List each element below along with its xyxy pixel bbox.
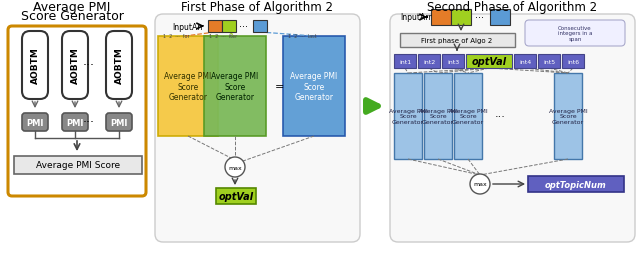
Bar: [222, 21, 236, 33]
Bar: [253, 21, 267, 33]
FancyBboxPatch shape: [106, 32, 132, 100]
Text: Score Generator: Score Generator: [20, 10, 124, 23]
FancyBboxPatch shape: [62, 114, 88, 132]
FancyBboxPatch shape: [155, 15, 360, 242]
Bar: [424, 74, 452, 159]
Text: ···: ···: [83, 59, 95, 72]
Bar: [451, 10, 471, 26]
Text: PMI: PMI: [110, 118, 128, 127]
Text: InputArr: InputArr: [400, 13, 431, 22]
FancyBboxPatch shape: [8, 27, 146, 196]
Bar: [514, 55, 536, 69]
Text: int4: int4: [519, 59, 531, 64]
FancyBboxPatch shape: [62, 32, 88, 100]
Text: First Phase of Algorithm 2: First Phase of Algorithm 2: [181, 1, 333, 13]
Bar: [490, 10, 510, 26]
Bar: [283, 37, 345, 136]
Text: Average PMI
Score
Generator: Average PMI Score Generator: [419, 108, 458, 125]
Bar: [394, 74, 422, 159]
Text: int5: int5: [543, 59, 555, 64]
Text: 1  2  ···  for: 1 2 ··· for: [163, 34, 189, 39]
FancyBboxPatch shape: [22, 32, 48, 100]
Text: ···: ···: [474, 13, 483, 23]
Text: AOBTM: AOBTM: [70, 47, 79, 84]
FancyBboxPatch shape: [525, 21, 625, 47]
Text: optTopicNum: optTopicNum: [545, 180, 607, 189]
FancyBboxPatch shape: [390, 15, 635, 242]
Bar: [158, 37, 218, 136]
Text: Average PMI
Score
Generator: Average PMI Score Generator: [211, 72, 259, 102]
Bar: [466, 55, 512, 69]
Text: First phase of Algo 2: First phase of Algo 2: [421, 38, 493, 44]
Text: Average PMI
Score
Generator: Average PMI Score Generator: [164, 72, 212, 102]
Text: int1: int1: [399, 59, 411, 64]
Bar: [394, 55, 416, 69]
Text: Average PMI
Score
Generator: Average PMI Score Generator: [548, 108, 588, 125]
FancyBboxPatch shape: [106, 114, 132, 132]
Text: =: =: [275, 82, 284, 92]
Text: AOBTM: AOBTM: [31, 47, 40, 84]
Text: max: max: [473, 182, 487, 187]
Text: Average PMI
Score
Generator: Average PMI Score Generator: [291, 72, 338, 102]
Text: Average PMI Score: Average PMI Score: [36, 161, 120, 170]
Bar: [538, 55, 560, 69]
Bar: [554, 74, 582, 159]
Text: InputArr: InputArr: [172, 22, 204, 31]
Bar: [400, 34, 515, 48]
Text: 1  2  ···  last: 1 2 ··· last: [288, 34, 317, 39]
Text: PMI: PMI: [26, 118, 44, 127]
Bar: [14, 156, 142, 174]
Bar: [454, 74, 482, 159]
FancyBboxPatch shape: [22, 114, 48, 132]
Bar: [208, 21, 222, 33]
Text: PMI: PMI: [67, 118, 84, 127]
Bar: [418, 55, 440, 69]
Bar: [431, 10, 451, 26]
Text: Consecutive
integers in a
span: Consecutive integers in a span: [557, 26, 592, 42]
Text: AOBTM: AOBTM: [115, 47, 124, 84]
Text: Second Phase of Algorithm 2: Second Phase of Algorithm 2: [427, 1, 597, 13]
Circle shape: [225, 157, 245, 177]
Bar: [528, 176, 624, 192]
Circle shape: [470, 174, 490, 194]
Text: optVal: optVal: [472, 57, 507, 67]
Text: 1  2  ···  iter: 1 2 ··· iter: [209, 34, 237, 39]
Text: optVal: optVal: [218, 191, 253, 201]
Bar: [216, 188, 256, 204]
Bar: [562, 55, 584, 69]
Text: ···: ···: [83, 116, 95, 129]
Text: Average PMI
Score
Generator: Average PMI Score Generator: [388, 108, 428, 125]
Bar: [442, 55, 464, 69]
Text: Average PMI
Score
Generator: Average PMI Score Generator: [449, 108, 488, 125]
Text: int6: int6: [567, 59, 579, 64]
Text: int2: int2: [423, 59, 435, 64]
Bar: [204, 37, 266, 136]
Text: ···: ···: [239, 22, 248, 32]
Text: int3: int3: [447, 59, 459, 64]
Text: Average PMI: Average PMI: [33, 2, 111, 14]
Text: ···: ···: [495, 112, 506, 121]
Text: max: max: [228, 165, 242, 170]
